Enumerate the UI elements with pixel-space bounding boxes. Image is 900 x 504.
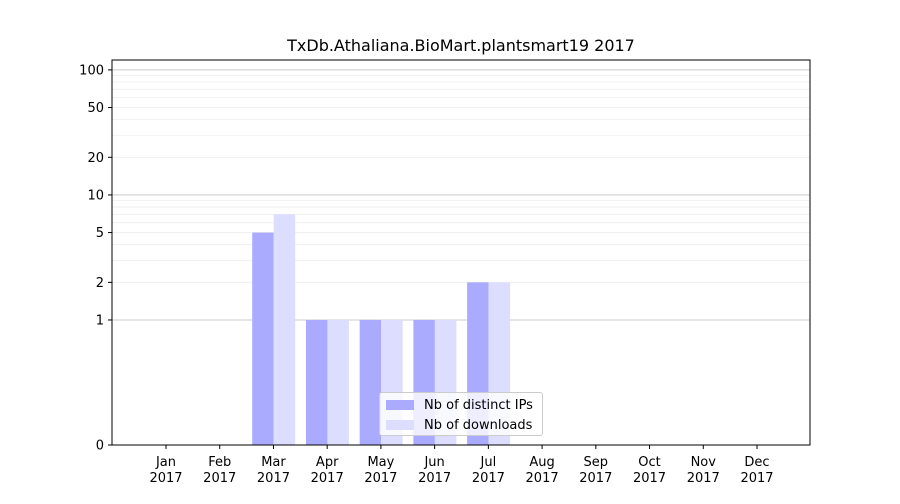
legend-item-downloads: Nb of downloads <box>386 416 532 434</box>
bar-distinct-ips-4 <box>359 319 382 445</box>
x-tick-label: Apr 2017 <box>311 455 344 486</box>
plot-frame <box>111 59 811 446</box>
y-tick-label: 5 <box>96 226 104 241</box>
legend-swatch-distinct-ips <box>386 400 414 410</box>
bar-distinct-ips-2 <box>252 232 274 445</box>
x-tick-label: Oct 2017 <box>633 455 666 486</box>
bar-distinct-ips-3 <box>305 319 328 445</box>
y-tick-label: 1 <box>96 313 104 328</box>
legend-item-distinct-ips: Nb of distinct IPs <box>386 396 533 414</box>
chart-title: TxDb.Athaliana.BioMart.plantsmart19 2017 <box>286 36 635 55</box>
y-tick-label: 2 <box>96 276 104 291</box>
legend-label-downloads: Nb of downloads <box>424 417 533 433</box>
x-tick-label: Sep 2017 <box>579 455 612 486</box>
bar-downloads-3 <box>327 319 349 445</box>
x-tick-label: Jun 2017 <box>418 455 451 486</box>
legend: Nb of distinct IPs Nb of downloads <box>379 392 543 436</box>
legend-label-distinct-ips: Nb of distinct IPs <box>424 397 533 413</box>
y-tick-label: 10 <box>87 188 104 203</box>
x-tick-label: May 2017 <box>364 455 397 486</box>
x-tick-label: Nov 2017 <box>687 455 720 486</box>
grid-layer <box>112 69 810 321</box>
y-tick-label: 50 <box>87 101 104 116</box>
x-tick-label: Feb 2017 <box>203 455 236 486</box>
x-tick-label: Dec 2017 <box>740 455 773 486</box>
legend-swatch-downloads <box>386 420 414 430</box>
axis-layer: 0 1 2 5 10 20 50 100 Jan 2017 Feb 2017 Mar 2017 Apr 201… <box>79 59 811 486</box>
x-tick-label: Jul 2017 <box>472 455 505 486</box>
x-tick-label: Mar 2017 <box>257 455 290 486</box>
bar-downloads-2 <box>273 214 296 445</box>
y-tick-label: 0 <box>96 439 104 454</box>
x-tick-label: Jan 2017 <box>149 455 182 486</box>
y-tick-label: 20 <box>87 151 104 166</box>
x-tick-label: Aug 2017 <box>526 455 559 486</box>
y-tick-label: 100 <box>79 63 104 78</box>
